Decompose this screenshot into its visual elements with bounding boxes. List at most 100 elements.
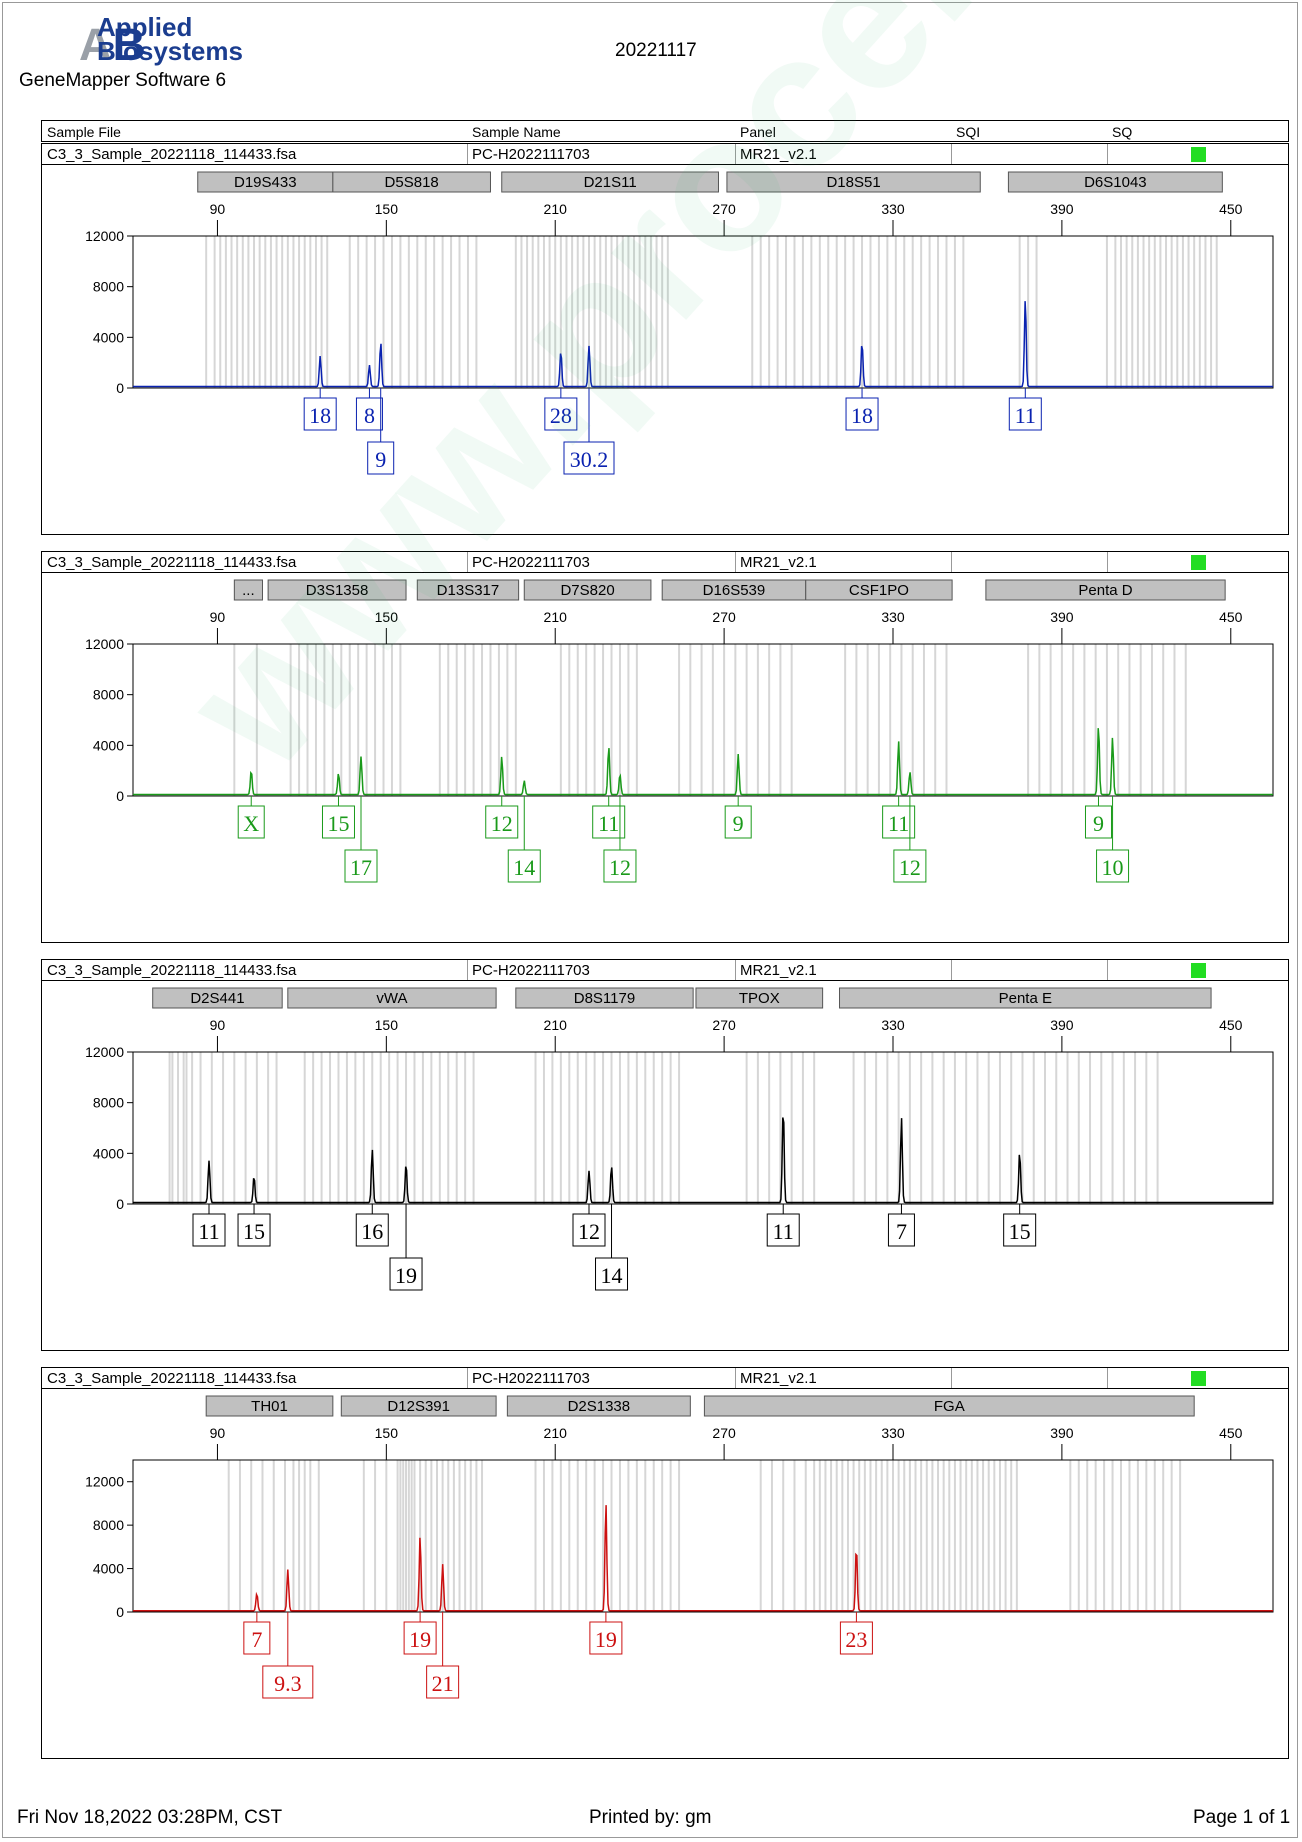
allele-label: 28 <box>550 403 572 428</box>
marker-box <box>416 579 520 601</box>
marker-label: TH01 <box>251 1398 288 1415</box>
allele-label-box <box>237 805 265 839</box>
trace-line <box>133 1505 1273 1612</box>
panel-name: MR21_v2.1 <box>740 962 817 979</box>
allele-label-box <box>1084 805 1112 839</box>
allele-label-box <box>893 849 927 883</box>
allele-label-box <box>485 805 519 839</box>
plot-frame <box>132 1459 1274 1613</box>
allele-label: 12 <box>491 811 513 836</box>
allele-label: 7 <box>251 1627 262 1652</box>
x-tick-label: 390 <box>1050 1017 1074 1033</box>
marker-box <box>515 987 694 1009</box>
y-tick-label: 12000 <box>85 1044 124 1060</box>
allele-label: X <box>243 811 259 836</box>
marker-box <box>267 579 407 601</box>
x-tick-label: 90 <box>210 609 226 625</box>
brand-line-1: Applied <box>97 12 193 42</box>
marker-box <box>205 1395 334 1417</box>
sample-file: C3_3_Sample_20221118_114433.fsa <box>47 146 297 163</box>
col-panel: Panel <box>740 124 776 140</box>
allele-label-box <box>389 1257 423 1291</box>
allele-label-box <box>262 1665 314 1699</box>
allele-label: 8 <box>364 403 375 428</box>
y-tick-label: 0 <box>116 788 124 804</box>
allele-label: 10 <box>1102 855 1124 880</box>
x-tick-label: 210 <box>544 1017 568 1033</box>
plot-frame <box>132 235 1274 389</box>
marker-label: D12S391 <box>387 1398 450 1415</box>
allele-label-box <box>882 805 916 839</box>
x-tick-label: 330 <box>881 609 905 625</box>
allele-label-box <box>321 805 355 839</box>
y-tick-label: 8000 <box>93 279 124 295</box>
applied-biosystems-logo: A B <box>79 19 146 70</box>
printed-timestamp: Fri Nov 18,2022 03:28PM, CST <box>17 1807 283 1828</box>
sample-name: PC-H2022111703 <box>472 1370 590 1387</box>
allele-label-box <box>589 1621 623 1655</box>
allele-label-box <box>845 397 879 431</box>
marker-box <box>695 987 824 1009</box>
allele-label: 23 <box>845 1627 867 1652</box>
x-tick-label: 90 <box>210 1017 226 1033</box>
allele-label-box <box>355 397 383 431</box>
marker-label: FGA <box>934 1398 965 1415</box>
quality-indicator <box>1191 963 1206 978</box>
x-tick-label: 150 <box>375 1425 399 1441</box>
marker-box <box>332 171 491 193</box>
table-header: Sample File Sample Name Panel SQI SQ <box>41 120 1289 142</box>
electropherogram-panel-red: C3_3_Sample_20221118_114433.fsa PC-H2022… <box>41 1367 1289 1759</box>
allele-label: 9 <box>733 811 744 836</box>
x-tick-label: 330 <box>881 201 905 217</box>
marker-label: D16S539 <box>703 582 766 599</box>
allele-label-box <box>243 1621 271 1655</box>
allele-label: 12 <box>899 855 921 880</box>
allele-label: 16 <box>361 1219 383 1244</box>
marker-box <box>985 579 1226 601</box>
allele-label-box <box>766 1213 800 1247</box>
allele-label: 18 <box>309 403 331 428</box>
allele-label: 15 <box>327 811 349 836</box>
svg-text:A: A <box>79 19 112 70</box>
marker-box <box>523 579 652 601</box>
allele-label-box <box>839 1621 873 1655</box>
allele-label-box <box>563 441 615 475</box>
marker-box <box>703 1395 1195 1417</box>
allele-label: 11 <box>888 811 909 836</box>
allele-label: 11 <box>198 1219 219 1244</box>
sample-file: C3_3_Sample_20221118_114433.fsa <box>47 1370 297 1387</box>
y-tick-label: 0 <box>116 1196 124 1212</box>
y-tick-label: 12000 <box>85 636 124 652</box>
y-tick-label: 4000 <box>93 1145 124 1161</box>
x-tick-label: 450 <box>1219 1017 1243 1033</box>
panel-info-row: C3_3_Sample_20221118_114433.fsa PC-H2022… <box>42 144 1288 165</box>
panel-name: MR21_v2.1 <box>740 1370 817 1387</box>
allele-label: 9 <box>375 447 386 472</box>
allele-label-box <box>507 849 541 883</box>
allele-label: 11 <box>773 1219 794 1244</box>
page-number: Page 1 of 1 <box>1193 1807 1291 1828</box>
plot-frame <box>132 1051 1274 1205</box>
marker-box <box>839 987 1212 1009</box>
x-tick-label: 210 <box>544 609 568 625</box>
marker-label: D21S11 <box>584 174 637 191</box>
sample-name: PC-H2022111703 <box>472 962 590 979</box>
x-tick-label: 150 <box>375 201 399 217</box>
allele-label: 30.2 <box>570 447 609 472</box>
marker-label: D8S1179 <box>574 990 635 1007</box>
marker-label: D5S818 <box>385 174 439 191</box>
software-name: GeneMapper Software 6 <box>19 70 227 91</box>
allele-label: 17 <box>350 855 372 880</box>
marker-label: D3S1358 <box>306 582 369 599</box>
allele-label-box <box>1096 849 1130 883</box>
marker-label: vWA <box>376 990 407 1007</box>
trace-line <box>133 301 1273 388</box>
sample-name: PC-H2022111703 <box>472 146 590 163</box>
brand-name: Applied Biosystems <box>97 12 243 64</box>
allele-label-box <box>403 1621 437 1655</box>
y-tick-label: 8000 <box>93 687 124 703</box>
allele-label: 9.3 <box>274 1671 302 1696</box>
marker-box <box>287 987 497 1009</box>
